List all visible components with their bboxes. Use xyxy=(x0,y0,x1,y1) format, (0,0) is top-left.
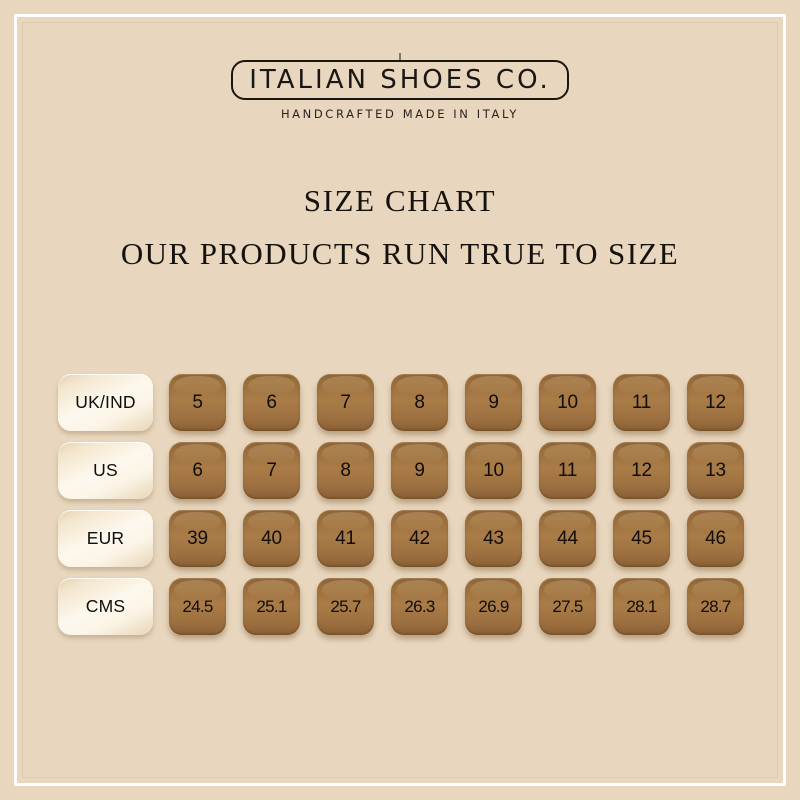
size-value: 11 xyxy=(557,459,578,481)
size-value: 8 xyxy=(414,391,425,413)
logo-tick-mark xyxy=(399,53,401,62)
size-cell: 26.9 xyxy=(465,578,522,635)
size-cell: 6 xyxy=(243,374,300,431)
size-cell: 28.7 xyxy=(687,578,744,635)
size-cell: 46 xyxy=(687,510,744,567)
size-cell: 9 xyxy=(465,374,522,431)
size-cell: 5 xyxy=(169,374,226,431)
size-value: 7 xyxy=(340,391,351,413)
size-value: 26.3 xyxy=(404,596,435,616)
size-cell: 8 xyxy=(317,442,374,499)
size-cell: 42 xyxy=(391,510,448,567)
size-cell: 10 xyxy=(539,374,596,431)
size-value: 39 xyxy=(187,527,208,549)
size-cell: 13 xyxy=(687,442,744,499)
size-value: 25.7 xyxy=(330,596,361,616)
size-cell: 12 xyxy=(613,442,670,499)
size-cell: 25.7 xyxy=(317,578,374,635)
size-cell: 11 xyxy=(613,374,670,431)
size-value: 9 xyxy=(488,391,499,413)
size-cell: 28.1 xyxy=(613,578,670,635)
size-conversion-table: UK/IND 5 6 7 8 9 10 11 12 US 6 7 8 9 10 11 12 13 EUR 39 40 41… xyxy=(58,374,744,635)
table-row: CMS 24.5 25.1 25.7 26.3 26.9 27.5 28.1 28.7 xyxy=(58,578,744,635)
size-value: 45 xyxy=(631,527,652,549)
brand-tagline: HANDCRAFTED MADE IN ITALY xyxy=(280,107,520,122)
table-row: EUR 39 40 41 42 43 44 45 46 xyxy=(58,510,744,567)
size-value: 12 xyxy=(631,459,652,481)
size-cell: 8 xyxy=(391,374,448,431)
size-cell: 45 xyxy=(613,510,670,567)
size-value: 6 xyxy=(266,391,277,413)
size-value: 7 xyxy=(266,459,277,481)
size-value: 13 xyxy=(705,459,726,481)
size-cell: 7 xyxy=(317,374,374,431)
brand-name: ITALIAN SHOES CO. xyxy=(249,65,551,95)
size-value: 28.7 xyxy=(700,596,731,616)
size-value: 41 xyxy=(335,527,356,549)
size-cell: 24.5 xyxy=(169,578,226,635)
size-cell: 27.5 xyxy=(539,578,596,635)
page-headings: SIZE CHART OUR PRODUCTS RUN TRUE TO SIZE xyxy=(0,182,800,274)
size-value: 40 xyxy=(261,527,282,549)
size-value: 46 xyxy=(705,527,726,549)
brand-logo: ITALIAN SHOES CO. HANDCRAFTED MADE IN IT… xyxy=(0,53,800,122)
size-value: 26.9 xyxy=(478,596,509,616)
size-cell: 6 xyxy=(169,442,226,499)
size-value: 28.1 xyxy=(626,596,657,616)
decorative-frame-outer xyxy=(14,14,786,786)
row-label-eur: EUR xyxy=(58,510,153,567)
size-cell: 11 xyxy=(539,442,596,499)
size-value: 27.5 xyxy=(552,596,583,616)
size-cell: 43 xyxy=(465,510,522,567)
size-value: 10 xyxy=(483,459,504,481)
size-cell: 9 xyxy=(391,442,448,499)
size-value: 6 xyxy=(192,459,203,481)
table-row: UK/IND 5 6 7 8 9 10 11 12 xyxy=(58,374,744,431)
row-label-uk-ind: UK/IND xyxy=(58,374,153,431)
row-label-us: US xyxy=(58,442,153,499)
page-title: SIZE CHART xyxy=(303,183,497,218)
size-value: 25.1 xyxy=(256,596,287,616)
decorative-frame-inner xyxy=(22,22,778,778)
size-value: 43 xyxy=(483,527,504,549)
size-cell: 39 xyxy=(169,510,226,567)
size-cell: 12 xyxy=(687,374,744,431)
size-value: 24.5 xyxy=(182,596,213,616)
size-value: 10 xyxy=(557,391,578,413)
size-value: 42 xyxy=(409,527,430,549)
row-label-cms: CMS xyxy=(58,578,153,635)
size-cell: 41 xyxy=(317,510,374,567)
size-value: 9 xyxy=(414,459,425,481)
table-row: US 6 7 8 9 10 11 12 13 xyxy=(58,442,744,499)
logo-outline-box: ITALIAN SHOES CO. xyxy=(231,53,569,101)
page-subtitle: OUR PRODUCTS RUN TRUE TO SIZE xyxy=(120,235,680,271)
size-cell: 7 xyxy=(243,442,300,499)
size-value: 44 xyxy=(557,527,578,549)
size-value: 11 xyxy=(631,391,652,413)
size-value: 8 xyxy=(340,459,351,481)
size-value: 5 xyxy=(192,391,203,413)
size-cell: 10 xyxy=(465,442,522,499)
size-value: 12 xyxy=(705,391,726,413)
size-cell: 40 xyxy=(243,510,300,567)
size-cell: 25.1 xyxy=(243,578,300,635)
size-cell: 44 xyxy=(539,510,596,567)
size-cell: 26.3 xyxy=(391,578,448,635)
